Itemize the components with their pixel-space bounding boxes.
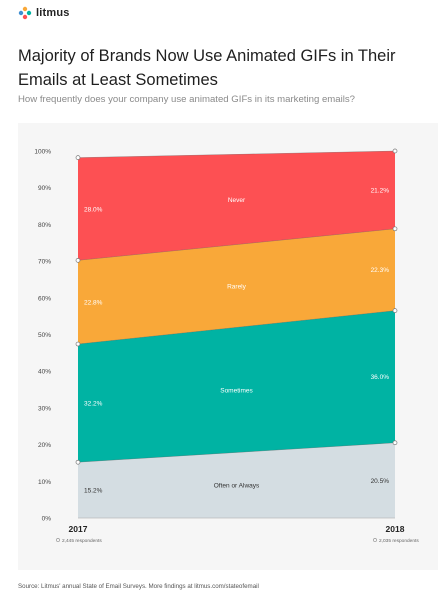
series-name-label: Never [228,197,246,204]
y-tick-label: 70% [38,259,51,266]
value-label: 32.2% [84,401,103,408]
value-label: 20.5% [371,478,390,485]
series-boundary-line [77,310,396,345]
data-point-marker [75,341,81,347]
series-boundary-line [77,442,396,463]
series-name-label: Rarely [227,283,247,290]
series-boundary-line [77,150,396,158]
y-tick-label: 10% [38,479,51,486]
x-tick-label: 2017 [69,524,88,534]
y-tick-label: 40% [38,369,51,376]
litmus-logo-icon [18,6,32,20]
respondents-icon [373,538,377,542]
area-rarely [78,228,395,345]
page-title: Majority of Brands Now Use Animated GIFs… [18,47,396,89]
data-point-marker [392,226,398,232]
value-label: 28.0% [84,206,103,213]
data-point-marker [75,155,81,160]
data-point-marker [75,258,81,263]
respondents-icon [56,538,60,542]
y-tick-label: 60% [38,295,51,302]
y-tick-label: 20% [38,442,51,449]
y-tick-label: 90% [38,185,51,192]
y-tick-label: 100% [34,149,51,156]
data-point-marker [392,148,398,154]
y-tick-label: 80% [38,222,51,229]
data-point-marker [392,308,398,313]
y-tick-label: 30% [38,405,51,412]
area-never [78,151,395,261]
area-often-or-always [78,442,395,518]
source-note: Source: Litmus' annual State of Email Su… [18,583,259,590]
data-point-marker [392,440,398,446]
x-tick-label: 2018 [386,524,405,534]
stacked-area-chart: 0% 10% 20% 30% 40% 50% 60% 70% 80% 90% 100% 15.2% 20… [34,148,419,545]
value-label: 22.3% [371,267,390,274]
value-label: 21.2% [371,187,390,194]
respondents-label: 2,445 respondents [62,538,102,544]
page-subtitle: How frequently does your company use ani… [18,94,355,105]
data-point-marker [75,459,81,465]
chart-panel: 0% 10% 20% 30% 40% 50% 60% 70% 80% 90% 100% 15.2% 20… [18,123,438,570]
series-boundary-line [77,228,396,261]
respondents-label: 2,035 respondents [379,538,419,544]
y-tick-label: 0% [42,516,52,523]
value-label: 36.0% [371,374,390,381]
brand-logo: litmus [18,6,70,20]
series-name-label: Often or Always [214,483,260,490]
value-label: 22.8% [84,300,103,307]
value-label: 15.2% [84,488,103,495]
area-sometimes [78,310,395,463]
brand-name: litmus [36,7,70,19]
y-tick-label: 50% [38,332,51,339]
series-name-label: Sometimes [220,387,253,394]
